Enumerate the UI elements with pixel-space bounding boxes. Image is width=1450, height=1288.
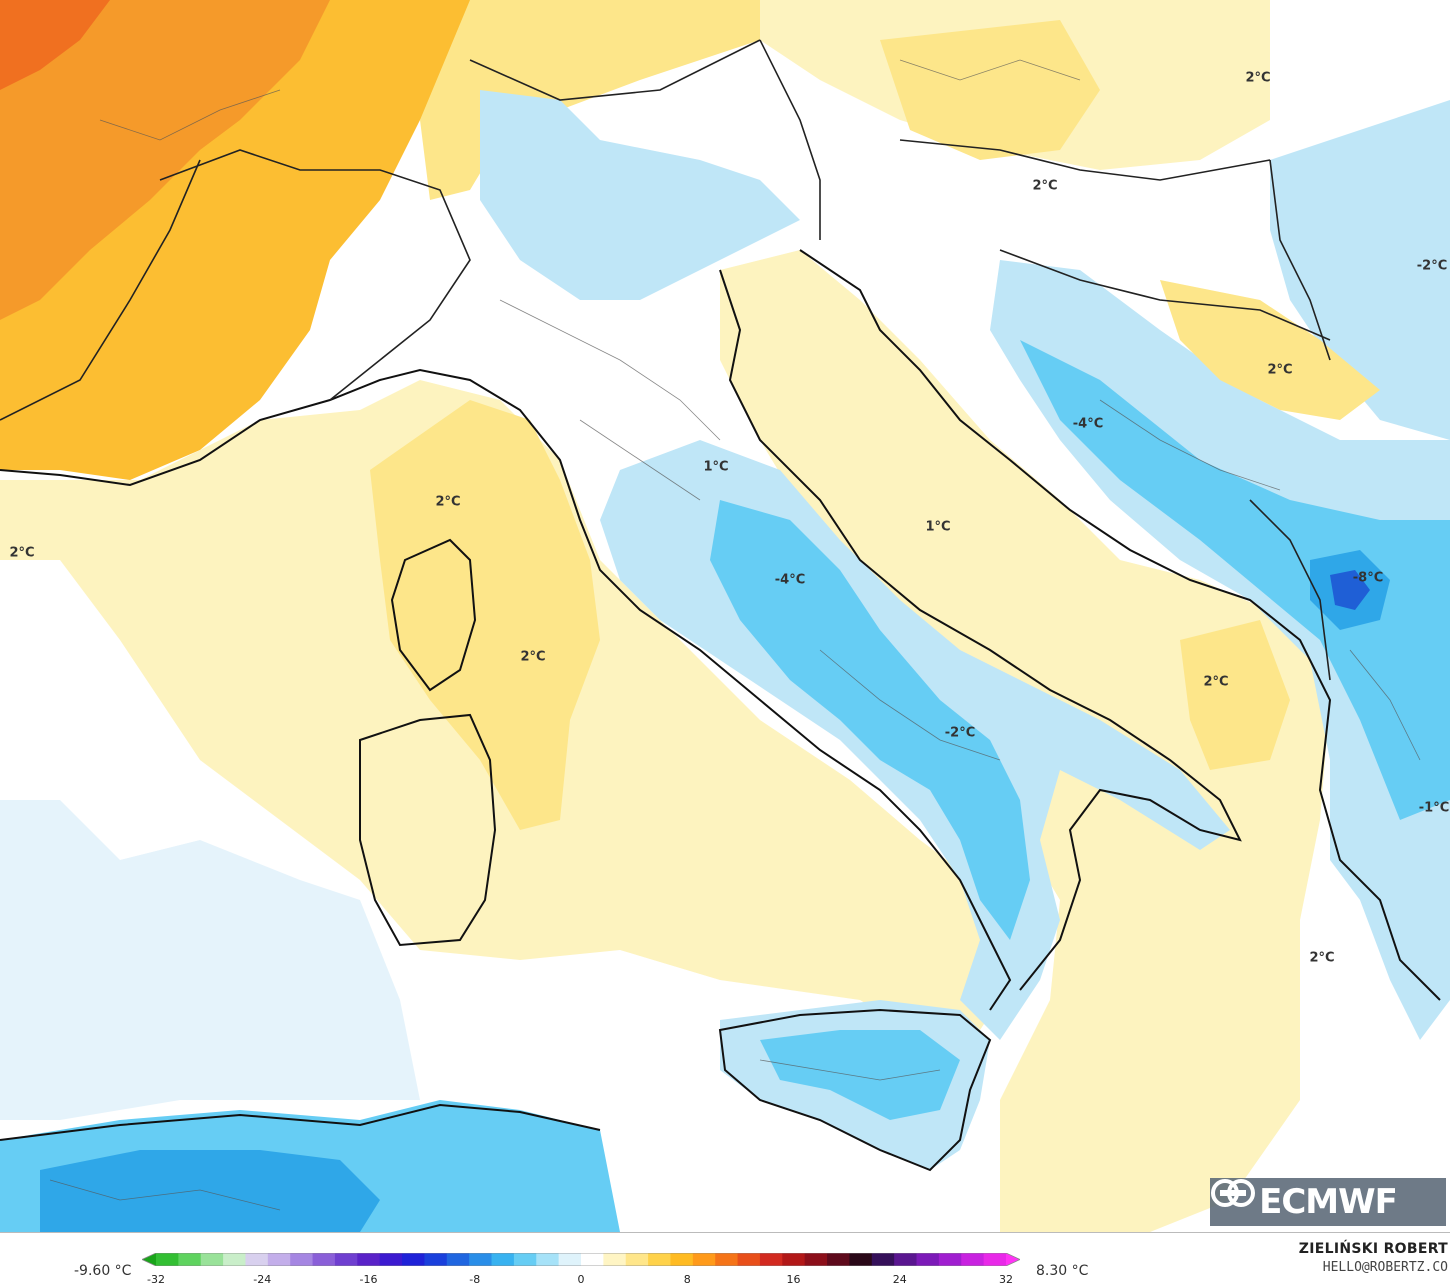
color-scale-bar <box>142 1253 1020 1266</box>
scale-tick-label: -32 <box>147 1273 165 1286</box>
colder-region-sicily <box>760 1030 960 1120</box>
scale-swatch <box>402 1253 425 1266</box>
scale-swatch <box>961 1253 985 1266</box>
scale-swatch <box>648 1253 671 1266</box>
scale-swatch <box>491 1253 515 1266</box>
author-email: HELLO@ROBERTZ.CO <box>1322 1260 1448 1275</box>
scale-swatch <box>178 1253 202 1266</box>
temp-label: -4°C <box>1072 416 1104 432</box>
mild-region-serbia <box>1160 280 1380 420</box>
scale-swatch <box>849 1253 873 1266</box>
scale-swatch <box>312 1253 336 1266</box>
scale-tick-label: -16 <box>359 1273 378 1286</box>
scale-swatch <box>625 1253 649 1266</box>
scale-ticks: -32 -24 -16 -8 0 8 16 24 32 <box>142 1273 1020 1287</box>
temp-label: 2°C <box>1267 362 1293 378</box>
scale-swatch <box>558 1253 582 1266</box>
temp-label: -4°C <box>774 572 806 588</box>
scale-swatch <box>446 1253 470 1266</box>
scale-swatch <box>357 1253 381 1266</box>
scale-swatch <box>424 1253 448 1266</box>
scale-swatch <box>469 1253 493 1266</box>
scale-swatch <box>759 1253 783 1266</box>
scale-swatch <box>916 1253 940 1266</box>
scale-swatch <box>983 1253 1007 1266</box>
scale-swatch <box>715 1253 739 1266</box>
colder-region-apennines <box>710 500 1030 940</box>
scale-swatch <box>692 1253 716 1266</box>
author-info: ZIELIŃSKI ROBERT HELLO@ROBERTZ.CO <box>1299 1241 1448 1275</box>
scale-swatch <box>938 1253 962 1266</box>
max-value-label: 8.30 °C <box>1036 1263 1089 1279</box>
scale-swatch <box>245 1253 269 1266</box>
deep-cold-core <box>1330 570 1370 610</box>
scale-swatch <box>223 1253 246 1266</box>
scale-swatch <box>804 1253 828 1266</box>
scale-swatch <box>536 1253 560 1266</box>
temp-label: 2°C <box>9 545 35 561</box>
temp-label: 2°C <box>1309 950 1335 966</box>
scale-tick-label: 8 <box>683 1273 691 1286</box>
scale-swatch <box>737 1253 761 1266</box>
temp-label: 2°C <box>435 494 461 510</box>
ecmwf-logo: ECMWF <box>1210 1178 1446 1226</box>
scale-swatch <box>290 1253 314 1266</box>
scale-swatch <box>581 1253 604 1266</box>
mild-sea-ionian <box>1180 620 1290 770</box>
map-canvas <box>0 0 1450 1232</box>
country-borders <box>0 39 1331 681</box>
temp-label: 2°C <box>520 649 546 665</box>
scale-swatch <box>1006 1253 1020 1266</box>
very-warm-region-france <box>0 0 330 320</box>
cold-region-western-sea <box>0 800 420 1120</box>
scale-swatch <box>142 1253 156 1266</box>
scale-tick-label: -24 <box>253 1273 272 1286</box>
scale-tick-label: 24 <box>892 1273 907 1286</box>
colder-region-balkans <box>1020 340 1450 820</box>
scale-tick-label: 0 <box>577 1273 585 1286</box>
scale-swatch <box>782 1253 806 1266</box>
temp-label: -1°C <box>1418 800 1450 816</box>
scale-swatch <box>894 1253 918 1266</box>
scale-swatch <box>267 1253 291 1266</box>
mild-region-hungary <box>880 20 1100 160</box>
temperature-map: 2°C 2°C 2°C 1°C -4°C -2°C -4°C -8°C 2°C … <box>0 0 1450 1232</box>
temp-label: -2°C <box>1416 258 1448 274</box>
scale-swatch <box>379 1253 403 1266</box>
scale-swatch <box>200 1253 224 1266</box>
temp-label: 2°C <box>1203 674 1229 690</box>
colder-region-north-africa <box>40 1150 380 1232</box>
scale-swatch <box>670 1253 694 1266</box>
author-name: ZIELIŃSKI ROBERT <box>1298 1241 1448 1257</box>
scale-tick-label: -8 <box>469 1273 481 1286</box>
min-value-label: -9.60 °C <box>74 1263 132 1279</box>
ecmwf-symbol-icon <box>1211 1179 1255 1207</box>
temp-label: 1°C <box>703 459 729 475</box>
temp-label: 1°C <box>925 519 951 535</box>
scale-swatch <box>871 1253 895 1266</box>
cold-region-romania <box>1270 100 1450 440</box>
hot-core-france <box>0 0 110 90</box>
temp-label: 2°C <box>1245 70 1271 86</box>
scale-swatch <box>156 1253 179 1266</box>
admin-borders <box>49 59 1421 1211</box>
cold-region-italy-north <box>480 90 800 300</box>
temp-label: -8°C <box>1352 570 1384 586</box>
scale-swatch <box>827 1253 850 1266</box>
temp-label: 2°C <box>1032 178 1058 194</box>
mild-region-alps <box>420 0 760 200</box>
scale-tick-label: 16 <box>786 1273 801 1286</box>
temp-label: -2°C <box>944 725 976 741</box>
scale-swatch <box>603 1253 627 1266</box>
scale-tick-label: 32 <box>999 1273 1013 1286</box>
footer-legend: -9.60 °C -32 -24 -16 -8 0 8 16 24 32 8.30 °C ZIE… <box>0 1232 1450 1288</box>
warm-sea-corsica <box>370 400 600 830</box>
scale-swatch <box>334 1253 358 1266</box>
scale-swatch <box>513 1253 537 1266</box>
coastlines <box>0 249 1441 1172</box>
ecmwf-logo-text: ECMWF <box>1259 1182 1398 1222</box>
